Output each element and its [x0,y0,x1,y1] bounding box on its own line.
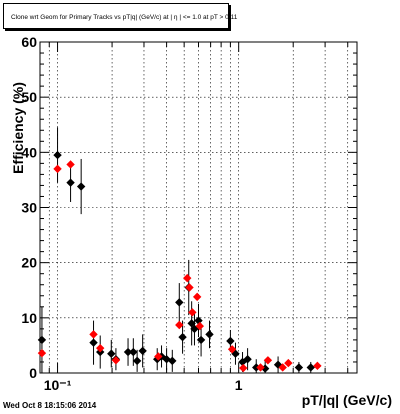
data-point-black [129,347,138,357]
y-tick-label: 50 [21,89,37,105]
data-point-black [168,356,177,366]
y-tick-label: 40 [21,144,37,160]
data-point-black [89,338,98,347]
data-point-black [196,335,206,345]
data-point-black [252,363,261,372]
data-point-black [306,363,315,372]
data-point-red [278,363,287,372]
data-point-black [178,332,187,342]
data-point-black [123,347,133,357]
data-point-red [111,356,121,365]
data-point-black [138,346,147,356]
axis-ticks [39,41,357,374]
data-point-red [53,164,62,174]
data-point-black [132,356,142,366]
tick-labels: 0 10 20 30 40 50 60 10⁻¹ 1 [21,34,242,393]
x-tick-label: 1 [235,377,243,393]
data-point-red [263,356,273,365]
y-tick-label: 20 [21,255,37,271]
timestamp-footer: Wed Oct 8 18:15:06 2014 [3,401,97,410]
data-point-red [256,363,265,372]
data-point-red [66,160,75,169]
data-point-black [66,178,75,187]
data-point-red [195,321,205,331]
y-tick-label: 30 [21,200,37,216]
data-point-black [226,336,235,346]
data-point-red [96,343,105,353]
data-point-black [231,349,240,358]
data-point-red [313,361,322,371]
y-tick-label: 60 [21,34,37,50]
y-tick-label: 10 [21,310,37,326]
x-axis-label: pT/|q| (GeV/c) [302,392,392,408]
data-point-black [76,182,86,191]
data-point-black [243,355,252,364]
data-point-red [188,308,197,317]
x-tick-label: 10⁻¹ [44,377,72,393]
y-axis-label: Efficiency (%) [10,82,26,174]
data-points [37,127,322,373]
data-point-black [205,330,214,339]
data-point-red [154,352,163,361]
chart-title: Clone wrt Geom for Primary Tracks vs pT|… [11,14,238,21]
data-point-red [37,348,47,358]
data-point-black [194,316,203,325]
data-point-black [37,335,47,345]
data-point-red [183,273,192,283]
data-point-red [284,358,293,368]
data-point-red [227,345,237,354]
data-point-red [89,330,98,339]
chart-title-box: Clone wrt Geom for Primary Tracks vs pT|… [3,3,237,29]
data-point-black [53,150,62,160]
data-point-black [294,363,304,372]
data-point-red [192,292,202,302]
data-point-black [175,298,184,307]
data-point-red [239,363,248,373]
data-point-red [175,320,184,330]
data-point-black [107,349,116,358]
y-tick-label: 0 [29,365,37,381]
data-point-red [185,283,194,292]
